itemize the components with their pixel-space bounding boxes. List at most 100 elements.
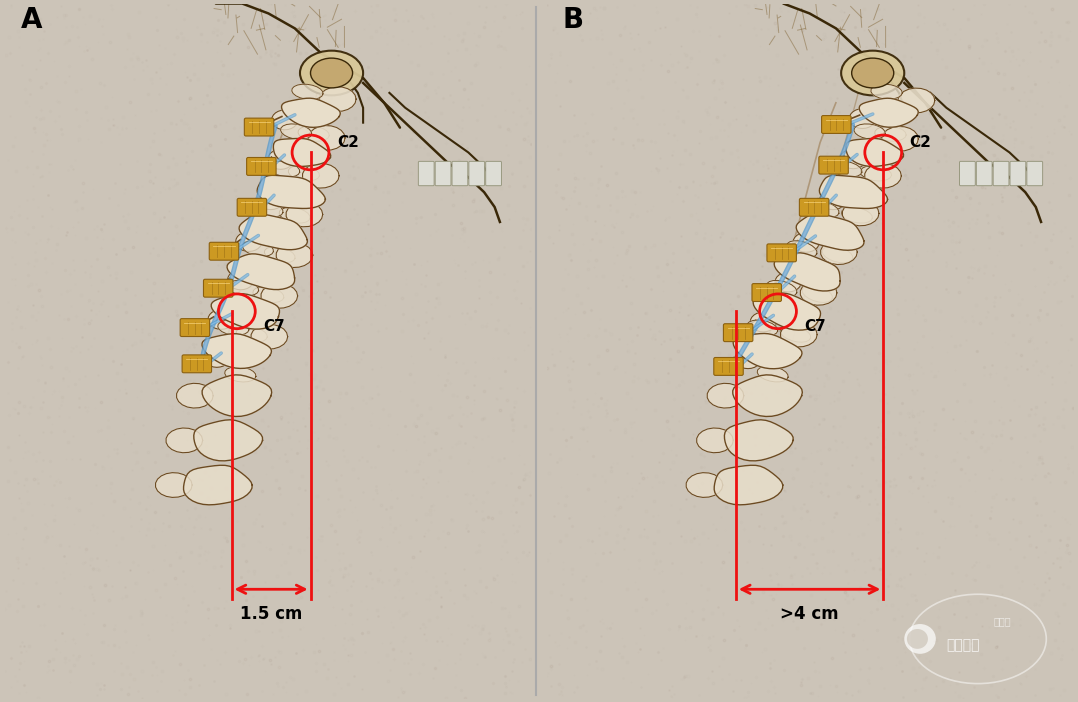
Polygon shape (279, 207, 310, 223)
FancyBboxPatch shape (204, 279, 233, 297)
Polygon shape (696, 428, 733, 453)
FancyBboxPatch shape (959, 161, 976, 186)
Polygon shape (261, 284, 298, 308)
Polygon shape (754, 293, 820, 330)
Polygon shape (183, 465, 252, 505)
Text: B: B (563, 6, 583, 34)
Polygon shape (797, 213, 863, 251)
Polygon shape (308, 126, 345, 150)
FancyBboxPatch shape (723, 324, 752, 342)
Polygon shape (766, 280, 797, 297)
FancyBboxPatch shape (209, 242, 238, 260)
Polygon shape (276, 243, 313, 267)
Polygon shape (800, 281, 837, 305)
Polygon shape (202, 333, 272, 369)
FancyBboxPatch shape (993, 161, 1009, 186)
Polygon shape (292, 84, 323, 100)
Polygon shape (715, 465, 783, 505)
Polygon shape (227, 280, 259, 296)
Polygon shape (840, 149, 867, 168)
FancyBboxPatch shape (977, 161, 992, 186)
Polygon shape (871, 84, 902, 99)
Polygon shape (303, 164, 340, 188)
Polygon shape (808, 201, 839, 218)
Polygon shape (264, 246, 295, 263)
Circle shape (904, 624, 936, 654)
Ellipse shape (852, 58, 894, 88)
FancyBboxPatch shape (752, 284, 782, 301)
Polygon shape (841, 207, 872, 223)
Polygon shape (218, 320, 249, 336)
FancyBboxPatch shape (418, 161, 434, 186)
Polygon shape (793, 232, 819, 252)
Polygon shape (281, 98, 341, 127)
Polygon shape (166, 428, 203, 453)
Polygon shape (155, 472, 192, 498)
FancyBboxPatch shape (486, 161, 501, 186)
Ellipse shape (300, 51, 363, 95)
Polygon shape (802, 286, 832, 303)
FancyBboxPatch shape (245, 118, 274, 136)
Polygon shape (859, 98, 918, 127)
FancyBboxPatch shape (436, 161, 451, 186)
Polygon shape (224, 366, 255, 382)
Polygon shape (865, 164, 901, 188)
Polygon shape (757, 366, 788, 382)
Polygon shape (775, 272, 801, 292)
Polygon shape (787, 241, 817, 258)
Polygon shape (227, 270, 253, 290)
Polygon shape (267, 150, 294, 169)
Polygon shape (252, 201, 282, 217)
Polygon shape (268, 161, 300, 177)
Polygon shape (707, 383, 744, 408)
Polygon shape (854, 124, 885, 139)
FancyBboxPatch shape (1027, 161, 1042, 186)
Polygon shape (780, 326, 811, 342)
Polygon shape (842, 201, 879, 226)
Text: 脏柱鉴查: 脏柱鉴查 (946, 638, 980, 652)
FancyBboxPatch shape (821, 116, 851, 133)
FancyBboxPatch shape (819, 157, 848, 174)
Polygon shape (286, 202, 322, 227)
Text: C2: C2 (910, 135, 931, 150)
Polygon shape (253, 286, 284, 303)
Polygon shape (319, 87, 356, 112)
Polygon shape (819, 176, 887, 208)
Polygon shape (258, 190, 284, 210)
Polygon shape (272, 110, 298, 130)
Text: C7: C7 (263, 319, 285, 334)
Polygon shape (882, 126, 918, 151)
Polygon shape (846, 138, 903, 166)
Polygon shape (298, 126, 329, 141)
Text: C7: C7 (804, 319, 826, 334)
Text: 脏医汇: 脏医汇 (994, 616, 1011, 626)
Polygon shape (280, 124, 312, 140)
Polygon shape (735, 349, 761, 369)
Polygon shape (780, 322, 817, 347)
Text: C2: C2 (336, 135, 359, 150)
Polygon shape (831, 161, 862, 177)
Polygon shape (820, 240, 857, 265)
Polygon shape (208, 310, 234, 329)
Ellipse shape (841, 51, 904, 95)
Text: A: A (22, 6, 43, 34)
Polygon shape (202, 375, 272, 416)
Polygon shape (251, 324, 288, 349)
FancyBboxPatch shape (182, 355, 211, 373)
Text: 1.5 cm: 1.5 cm (240, 605, 302, 623)
Polygon shape (204, 347, 230, 367)
FancyBboxPatch shape (800, 199, 829, 216)
Circle shape (907, 629, 928, 649)
Polygon shape (849, 109, 875, 128)
FancyBboxPatch shape (180, 319, 209, 336)
Polygon shape (687, 472, 722, 498)
Polygon shape (898, 88, 935, 113)
Polygon shape (875, 126, 907, 141)
Polygon shape (274, 138, 331, 166)
Polygon shape (733, 375, 802, 416)
Polygon shape (288, 166, 319, 181)
Polygon shape (724, 420, 793, 461)
FancyBboxPatch shape (469, 161, 485, 186)
Polygon shape (733, 333, 802, 369)
Text: >4 cm: >4 cm (780, 605, 839, 623)
